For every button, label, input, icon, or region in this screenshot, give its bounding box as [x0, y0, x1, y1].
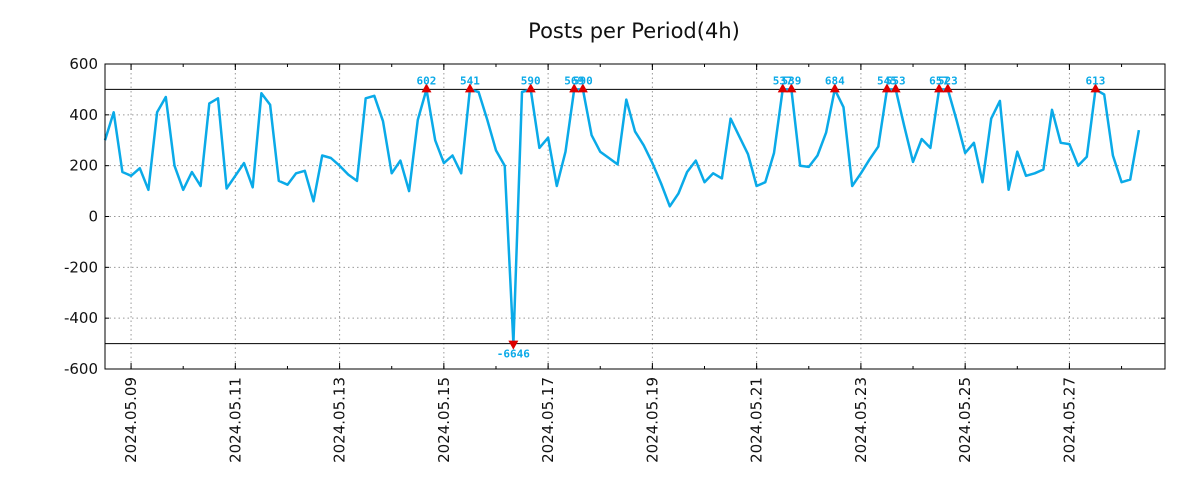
peak-label: 553	[886, 74, 906, 87]
x-tick-label: 2024.05.19	[643, 377, 661, 463]
y-tick-label: 400	[69, 106, 98, 124]
peak-marker	[890, 83, 901, 93]
peak-marker	[421, 83, 432, 93]
x-tick-label: 2024.05.11	[226, 377, 244, 463]
peak-label: 657	[929, 74, 949, 87]
x-tick-label: 2024.05.21	[748, 377, 766, 463]
peak-marker	[577, 83, 588, 93]
trough-marker	[508, 340, 519, 350]
peak-label: 602	[417, 74, 437, 87]
x-tick-label: 2024.05.23	[852, 377, 870, 463]
x-tick-label: 2024.05.09	[122, 377, 140, 463]
x-tick-label: 2024.05.15	[435, 377, 453, 463]
peak-marker	[777, 83, 788, 93]
peak-label: 545	[877, 74, 897, 87]
y-tick-label: 0	[88, 208, 98, 226]
x-tick-label: 2024.05.17	[539, 377, 557, 463]
series-layer	[103, 88, 1141, 345]
y-tick-label: -400	[64, 309, 98, 327]
peak-marker	[525, 83, 536, 93]
y-tick-label: -200	[64, 258, 98, 276]
peak-marker	[881, 83, 892, 93]
y-tick-label: 600	[69, 55, 98, 73]
peak-marker	[942, 83, 953, 93]
peak-label: 590	[521, 74, 541, 87]
x-tick-label: 2024.05.27	[1060, 377, 1078, 463]
y-tick-label: 200	[69, 157, 98, 175]
peak-marker	[464, 83, 475, 93]
x-axis: 2024.05.09 2024.05.11 2024.05.13 2024.05.15…	[122, 64, 1123, 463]
peak-label: 613	[1086, 74, 1106, 87]
peak-marker	[569, 83, 580, 93]
peak-marker	[934, 83, 945, 93]
grid-layer	[105, 64, 1165, 369]
peak-marker	[829, 83, 840, 93]
trough-label: -6646	[497, 348, 530, 361]
peak-label: 541	[460, 74, 480, 87]
series-line	[103, 88, 1141, 345]
y-tick-label: -600	[64, 360, 98, 378]
peak-label: 537	[773, 74, 793, 87]
peak-label: 684	[825, 74, 845, 87]
threshold-lines	[105, 88, 1165, 345]
peak-label: 569	[564, 74, 584, 87]
x-tick-label: 2024.05.13	[331, 377, 349, 463]
chart-title: Posts per Period(4h)	[528, 19, 740, 43]
y-axis: 600 400 200 0 -200 -400 -600	[64, 55, 1165, 378]
peak-label: 539	[781, 74, 801, 87]
peak-label: 590	[573, 74, 593, 87]
peak-label: 523	[938, 74, 958, 87]
peak-marker	[1090, 83, 1101, 93]
x-tick-label: 2024.05.25	[956, 377, 974, 463]
peak-marker	[786, 83, 797, 93]
